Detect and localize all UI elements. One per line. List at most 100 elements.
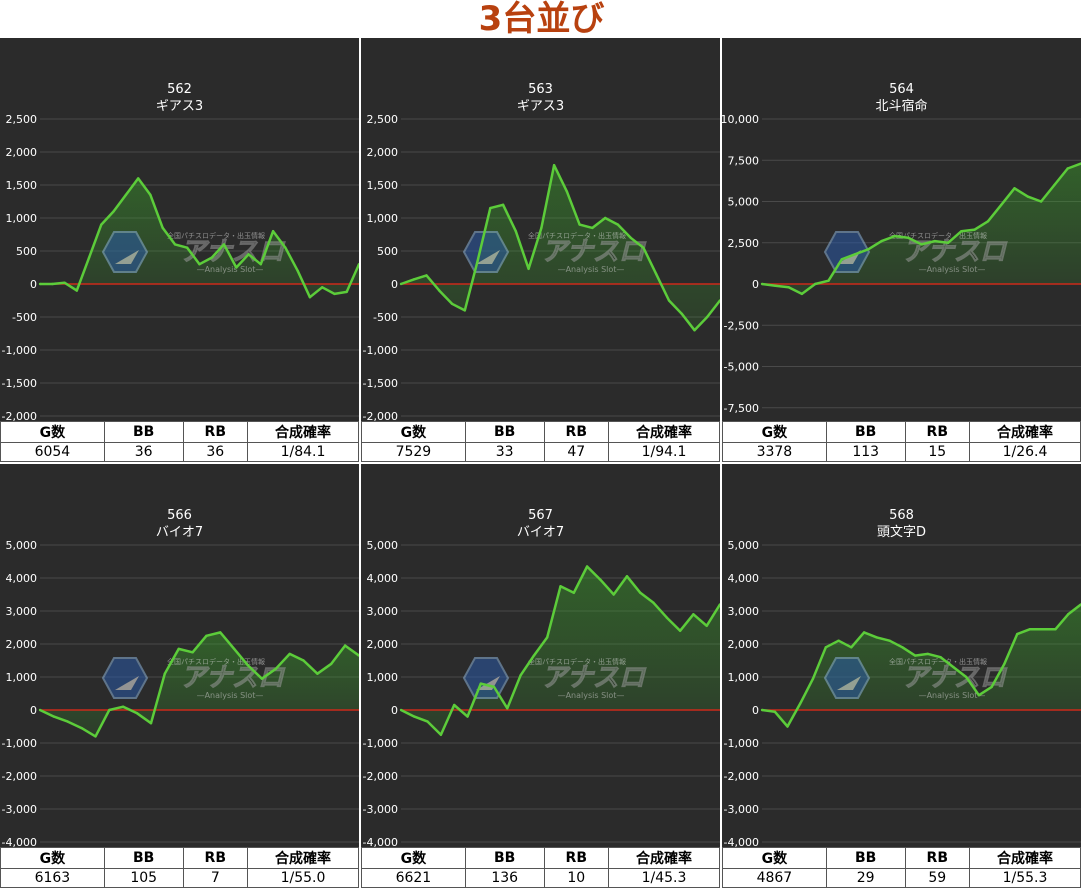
data-point [316, 672, 319, 675]
data-point [787, 286, 790, 289]
machine-chart-panel: 568 頭文字D 5,000 4,000 3,000 2,000 1,000 0 -1,000 -… [722, 464, 1081, 888]
data-point [222, 243, 226, 246]
y-tick-label: -4,000 [363, 836, 398, 847]
data-point [466, 715, 469, 718]
y-tick-label: -1,500 [2, 377, 37, 390]
data-point [108, 708, 111, 712]
stats-header-row: G数 BB RB 合成確率 [361, 847, 720, 869]
data-point [706, 315, 709, 319]
y-tick-label: 2,000 [728, 638, 760, 651]
series-line [400, 163, 720, 332]
stats-header-cell: 合成確率 [608, 421, 720, 443]
y-tick-label: -2,000 [724, 770, 759, 783]
area-fill [401, 165, 720, 331]
stats-header-cell: G数 [361, 847, 466, 869]
machine-number: 567 [528, 508, 553, 523]
data-point [718, 603, 720, 606]
data-point [514, 230, 517, 233]
data-point [87, 256, 91, 259]
data-point [867, 248, 870, 251]
data-point [926, 652, 930, 656]
data-point [853, 253, 857, 256]
stats-value-cell: 1/45.3 [608, 868, 720, 888]
y-tick-label: 0 [30, 278, 37, 291]
data-point [271, 230, 275, 233]
data-point [124, 193, 128, 197]
stats-header-cell: RB [182, 847, 249, 869]
y-tick-label: 2,500 [728, 237, 760, 250]
stats-value-cell: 136 [464, 868, 545, 888]
stats-value-row: 4867 29 59 1/55.3 [722, 868, 1081, 888]
area-fill [40, 632, 359, 737]
svg-text:—Analysis Slot—: —Analysis Slot— [197, 265, 264, 274]
data-point [333, 292, 336, 296]
data-point [591, 226, 594, 230]
y-tick-label: 1,000 [6, 671, 38, 684]
data-point [824, 646, 827, 649]
stats-header-row: G数 BB RB 合成確率 [722, 421, 1081, 443]
data-point [357, 263, 359, 266]
data-point [907, 236, 910, 239]
data-point [438, 289, 441, 292]
data-point [94, 735, 97, 738]
stats-header-cell: G数 [361, 421, 466, 443]
data-point [38, 282, 42, 286]
data-point [80, 726, 83, 730]
data-point [960, 230, 963, 233]
y-tick-label: 1,500 [367, 179, 399, 192]
data-point [532, 654, 536, 657]
data-point [578, 223, 581, 226]
data-point [527, 267, 530, 270]
stats-value-cell: 105 [103, 868, 184, 888]
data-point [345, 290, 348, 294]
data-point [247, 253, 250, 256]
y-tick-label: -2,000 [363, 410, 398, 421]
data-point [479, 682, 482, 685]
machine-chart-panel: 562 ギアス3 2,500 2,000 1,500 1,000 500 0 -500 -1,00… [0, 38, 359, 462]
stats-value-cell: 47 [543, 442, 610, 462]
data-point [840, 258, 843, 261]
data-point [1079, 603, 1081, 606]
data-point [1041, 628, 1044, 631]
y-tick-label: 5,000 [728, 539, 760, 552]
data-point [302, 659, 305, 662]
data-point [489, 206, 492, 210]
data-point [1000, 203, 1003, 206]
data-point [321, 286, 324, 289]
data-point [933, 239, 936, 243]
data-point [665, 616, 668, 619]
machine-chart-panel: 563 ギアス3 2,500 2,000 1,500 1,000 500 0 -500 -1,00… [361, 38, 720, 462]
line-chart: 562 ギアス3 2,500 2,000 1,500 1,000 500 0 -500 -1,00… [2, 82, 359, 421]
data-point [540, 226, 543, 230]
data-point [1028, 628, 1032, 631]
data-point [399, 708, 403, 712]
data-point [343, 644, 347, 647]
data-point [519, 674, 522, 677]
data-point [260, 677, 264, 680]
data-point [38, 708, 42, 712]
y-tick-label: -4,000 [2, 836, 37, 847]
stats-value-cell: 10 [543, 868, 610, 888]
data-point [205, 634, 208, 637]
stats-value-cell: 6163 [0, 868, 105, 888]
y-tick-label: 500 [16, 245, 37, 258]
data-point [100, 223, 103, 226]
y-tick-label: 1,000 [728, 671, 760, 684]
stats-value-cell: 29 [825, 868, 906, 888]
y-tick-label: 0 [391, 278, 398, 291]
stats-header-cell: 合成確率 [969, 847, 1081, 869]
y-tick-label: -2,000 [363, 770, 398, 783]
svg-text:—Analysis Slot—: —Analysis Slot— [919, 691, 986, 700]
svg-text:アナスロ: アナスロ [180, 663, 285, 693]
svg-text:—Analysis Slot—: —Analysis Slot— [197, 691, 264, 700]
data-point [476, 259, 479, 263]
data-point [599, 578, 602, 581]
y-tick-label: 5,000 [367, 539, 399, 552]
stats-table: G数 BB RB 合成確率 6621 136 10 1/45.3 [361, 847, 720, 888]
area-fill [762, 163, 1081, 294]
stats-value-cell: 7529 [361, 442, 466, 462]
machine-name: 頭文字D [877, 525, 926, 540]
